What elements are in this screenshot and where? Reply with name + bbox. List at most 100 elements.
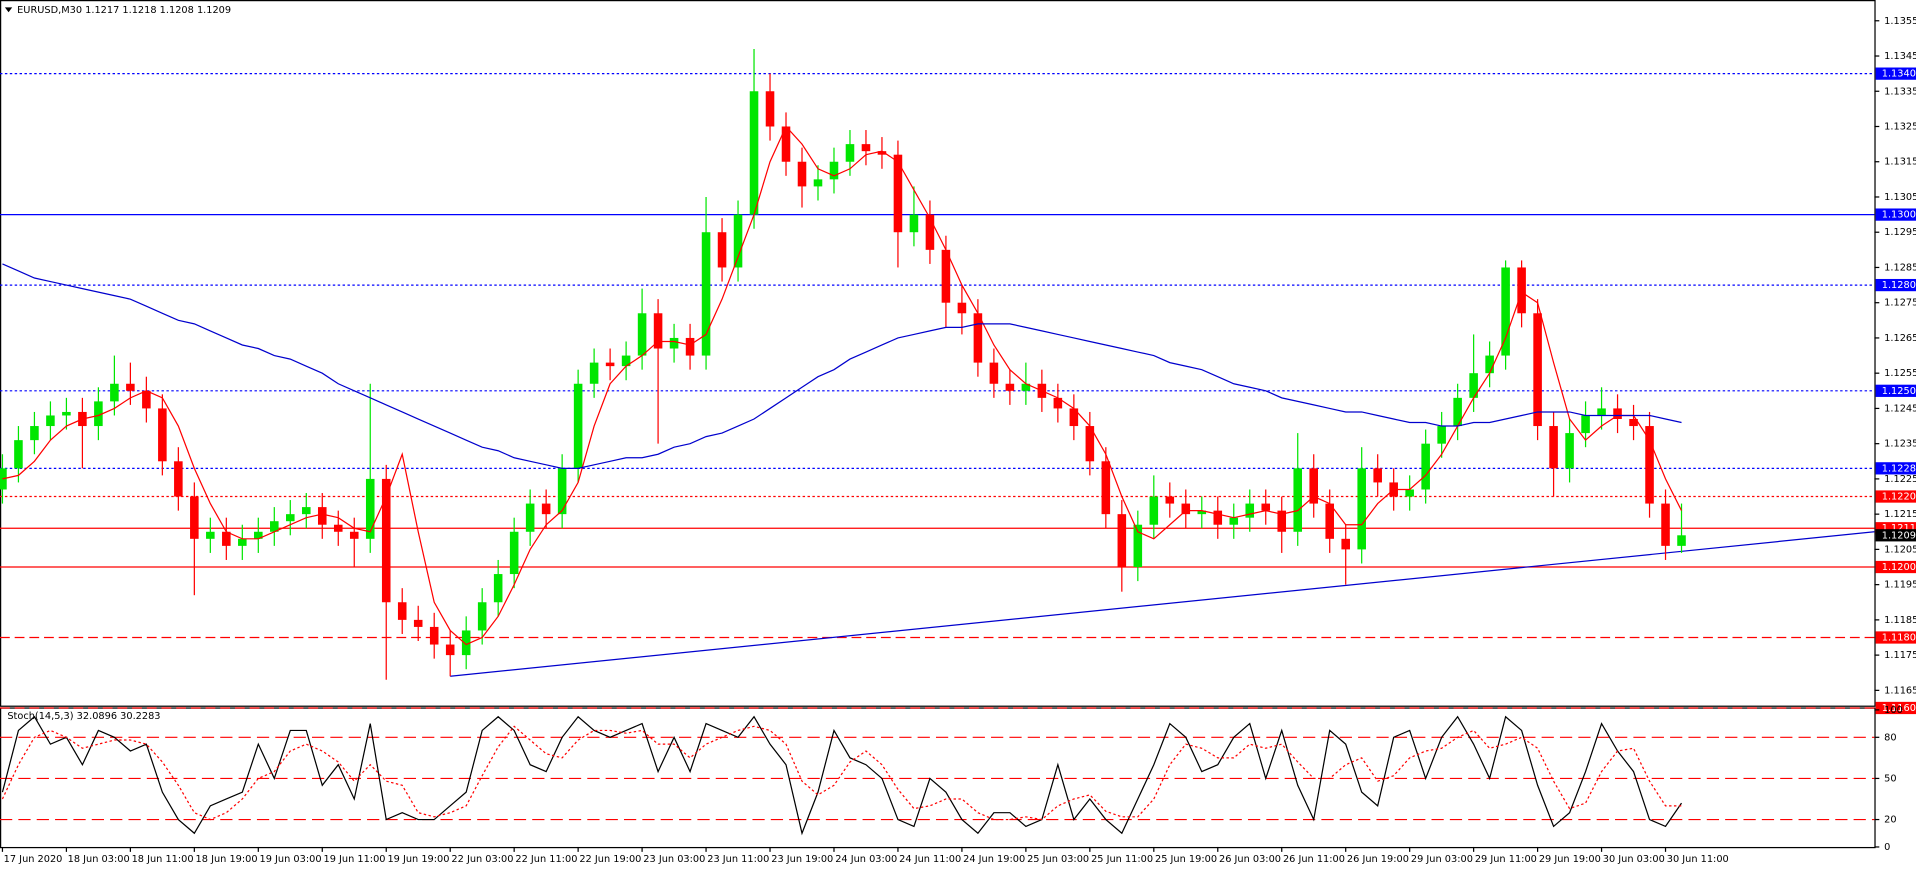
candle-body (158, 408, 167, 462)
candle-body (1245, 503, 1255, 518)
candle-body (62, 411, 71, 416)
candle-body (1053, 397, 1063, 409)
level-label: 1.1200 (1882, 562, 1916, 573)
candle-body (1677, 535, 1686, 546)
x-tick-label: 25 Jun 11:00 (1091, 854, 1153, 865)
candle-body (1277, 510, 1287, 532)
candle-body (1421, 443, 1430, 490)
y-tick-label: 1.1265 (1884, 333, 1916, 344)
candle-body (957, 302, 967, 314)
x-tick-label: 19 Jun 19:00 (387, 854, 449, 865)
x-tick-label: 22 Jun 19:00 (579, 854, 641, 865)
candle-body (637, 313, 647, 356)
candle-body (254, 531, 263, 539)
candle-body (653, 313, 663, 349)
candle-body (557, 468, 567, 515)
candle-body (1085, 426, 1095, 462)
stoch-line (1, 715, 1683, 836)
y-tick-label: 1.1325 (1884, 121, 1916, 132)
y-tick-label: 1.1225 (1884, 474, 1916, 485)
candle-body (1581, 415, 1590, 434)
candle-body (701, 232, 711, 356)
x-tick-label: 26 Jun 19:00 (1347, 854, 1409, 865)
candle-body (1005, 383, 1015, 391)
x-tick-label: 17 Jun 2020 (4, 854, 63, 865)
candle-body (1069, 408, 1079, 427)
candle-body (174, 461, 183, 497)
candle-body (317, 507, 327, 525)
level-label: 1.1220 (1882, 492, 1916, 503)
level-label-box (1875, 67, 1916, 80)
y-tick-label: 1.1285 (1884, 262, 1916, 273)
candle-body (126, 383, 135, 391)
candle-body (989, 362, 999, 384)
candle-body (1101, 461, 1111, 515)
y-tick-label: 50 (1884, 773, 1896, 784)
level-label-box (1875, 560, 1916, 574)
candle-body (1549, 426, 1558, 469)
trendline (450, 531, 1875, 677)
candle-body (1293, 468, 1303, 532)
y-tick-label: 1.1355 (1884, 16, 1916, 27)
candle-body (1485, 355, 1494, 374)
y-tick-label: 1.1165 (1884, 685, 1916, 696)
candle-body (445, 644, 455, 656)
candle-body (973, 313, 983, 363)
level-label-box (1875, 208, 1916, 221)
y-tick-label: 1.1335 (1884, 86, 1916, 97)
x-tick-label: 24 Jun 19:00 (963, 854, 1025, 865)
level-label: 1.1160 (1882, 703, 1916, 714)
candle-body (733, 214, 743, 268)
moving-average (2, 263, 1682, 469)
candle-body (30, 426, 39, 441)
candle-body (349, 531, 359, 539)
candle-body (861, 144, 871, 152)
candle-body (110, 383, 119, 402)
candle-body (429, 626, 439, 645)
y-tick-label: 1.1345 (1884, 51, 1916, 62)
x-tick-label: 25 Jun 19:00 (1155, 854, 1217, 865)
moving-average (2, 125, 1683, 646)
candle-body (1213, 510, 1223, 525)
candle-body (46, 415, 55, 427)
candle-body (1181, 503, 1191, 515)
candle-body (1261, 503, 1271, 511)
y-tick-label: 1.1195 (1884, 580, 1916, 591)
candle-body (301, 507, 311, 515)
candle-body (14, 440, 23, 469)
y-tick-label: 1.1275 (1884, 298, 1916, 309)
candle-body (1309, 468, 1319, 504)
level-label: 1.1228 (1882, 463, 1916, 474)
x-tick-label: 26 Jun 11:00 (1283, 854, 1345, 865)
candle-body (270, 521, 279, 532)
candle-body (1613, 408, 1622, 419)
candle-body (1165, 496, 1175, 504)
candle-body (1197, 510, 1207, 515)
x-tick-label: 26 Jun 03:00 (1219, 854, 1281, 865)
candle-body (845, 144, 855, 162)
y-tick-label: 100 (1884, 705, 1903, 716)
candle-body (477, 602, 487, 631)
level-label-box (1875, 631, 1916, 644)
level-label: 1.1250 (1882, 386, 1916, 397)
candle-body (1229, 517, 1239, 525)
candle-body (781, 126, 791, 162)
y-tick-label: 1.1315 (1884, 157, 1916, 168)
candle-body (206, 531, 215, 539)
candle-body (1357, 468, 1366, 550)
candle-body (1437, 426, 1446, 444)
candle-body (1469, 373, 1478, 398)
candle-body (1645, 426, 1654, 504)
x-tick-label: 24 Jun 03:00 (835, 854, 897, 865)
level-label-box (1875, 701, 1916, 715)
x-tick-label: 22 Jun 11:00 (515, 854, 577, 865)
level-label-box (1875, 462, 1916, 475)
candle-body (669, 337, 679, 349)
candle-body (94, 401, 103, 427)
x-tick-label: 18 Jun 03:00 (68, 854, 130, 865)
candle-body (1453, 397, 1462, 427)
y-tick-label: 80 (1884, 732, 1896, 743)
candle-body (573, 383, 583, 469)
candle-body (749, 91, 759, 215)
